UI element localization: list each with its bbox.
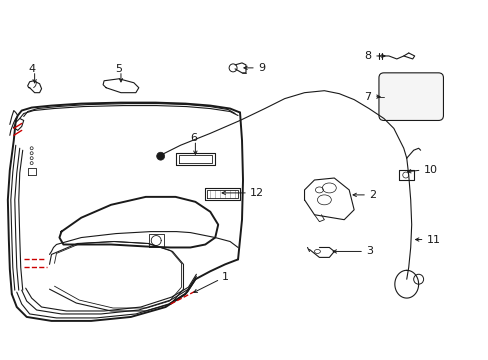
Text: 8: 8 xyxy=(363,51,370,61)
Text: 1: 1 xyxy=(222,272,229,282)
Text: 7: 7 xyxy=(363,92,370,102)
Text: 5: 5 xyxy=(115,64,122,74)
Text: 3: 3 xyxy=(366,247,372,256)
Text: 6: 6 xyxy=(189,133,197,143)
Text: 4: 4 xyxy=(28,64,35,74)
Circle shape xyxy=(156,152,164,160)
Text: 10: 10 xyxy=(423,165,437,175)
Text: 9: 9 xyxy=(257,63,264,73)
FancyBboxPatch shape xyxy=(378,73,443,121)
Text: 12: 12 xyxy=(249,188,264,198)
Text: 11: 11 xyxy=(426,234,440,244)
Text: 2: 2 xyxy=(368,190,375,200)
